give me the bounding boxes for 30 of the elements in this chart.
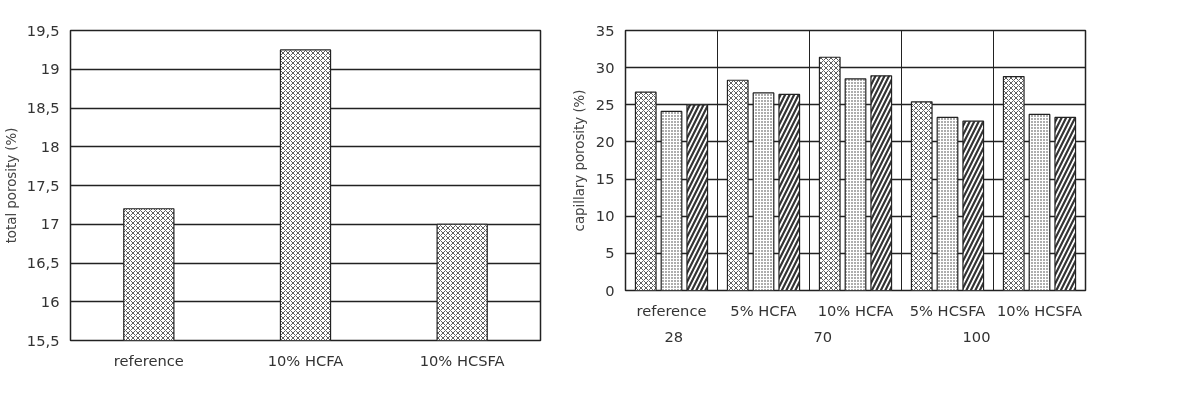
x-tick-label: 5% HCSFA (909, 301, 986, 319)
y-tick-label: 18,5 (26, 99, 60, 116)
text: 70 (813, 327, 834, 345)
y-tick-label: 16 (40, 292, 60, 310)
y-tick-label: 15,5 (26, 331, 60, 349)
y-tick-label: 5 (605, 244, 615, 262)
y-tick-label: 16,5 (26, 254, 60, 271)
y-tick-label: 0 (605, 281, 615, 299)
x-tick-label: 10% HCFA (817, 301, 894, 319)
y-tick-label: 15 (595, 170, 615, 188)
y-tick-label: 18 (40, 137, 60, 155)
x-tick-label: 10% HCSFA (997, 301, 1082, 319)
y-tick-label: 30 (595, 58, 615, 76)
y-tick-label: 19,5 (26, 21, 60, 39)
y-tick-label: 17,5 (26, 176, 60, 194)
y-tick-label: 17 (40, 215, 60, 233)
x-tick-label: reference (113, 351, 184, 369)
y-tick-label: 25 (595, 95, 615, 113)
y-axis-title: capillary porosity (%) (571, 89, 587, 232)
y-tick-label: 19 (40, 60, 60, 78)
y-axis-title: total porosity (%) (3, 127, 19, 244)
x-tick-label: 10% HCSFA (419, 351, 505, 369)
text: 100 (962, 327, 991, 345)
text: 28 (664, 327, 685, 345)
y-tick-label: 35 (595, 21, 615, 39)
x-tick-label: 10% HCFA (267, 351, 344, 369)
y-tick-label: 20 (595, 132, 615, 150)
x-tick-label: 5% HCFA (730, 301, 797, 319)
y-tick-label: 10 (595, 207, 615, 225)
x-tick-label: reference (636, 301, 707, 319)
